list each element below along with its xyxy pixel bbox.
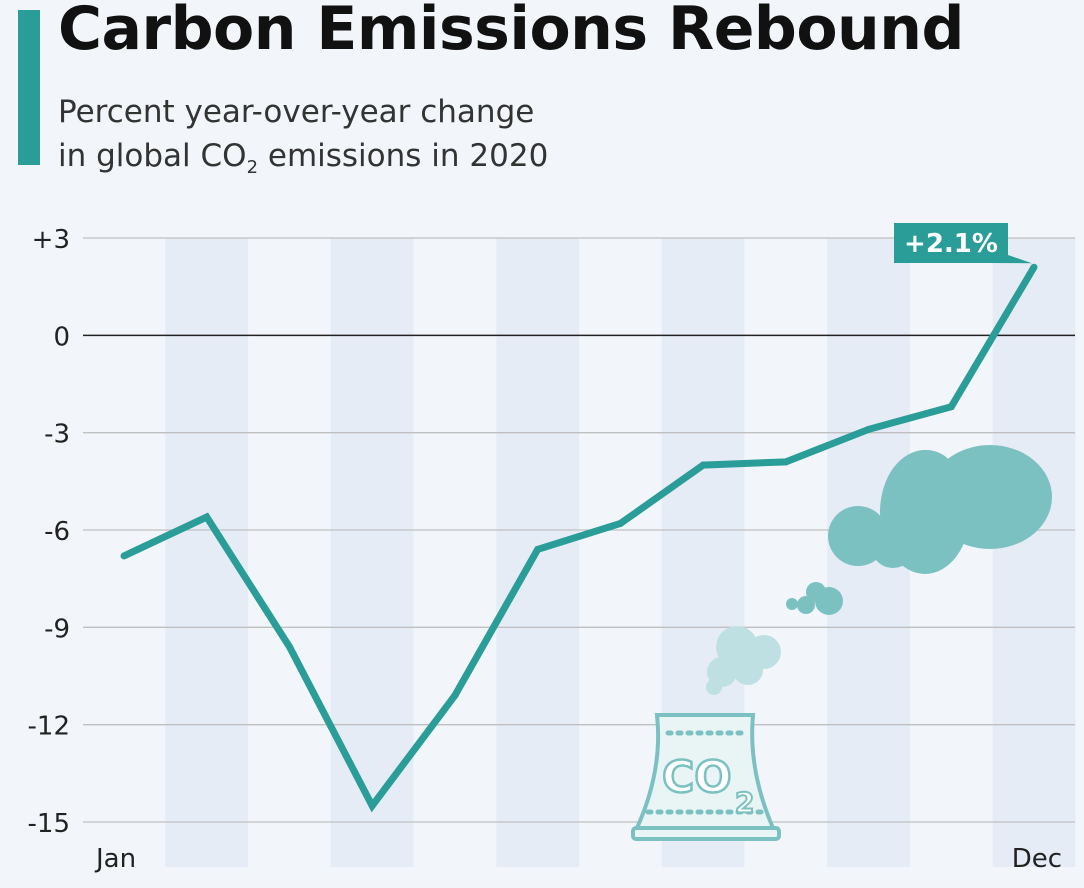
data-point-apr — [368, 802, 376, 810]
data-point-jun — [534, 545, 542, 553]
y-tick-label: -12 — [28, 712, 70, 742]
y-tick-label: -15 — [28, 809, 70, 839]
chimney-co2-subscript: 2 — [735, 786, 754, 819]
smoke-cloud-medium — [786, 582, 843, 615]
data-point-sep — [782, 458, 790, 466]
y-tick-label: -3 — [44, 420, 70, 450]
month-band-dec — [992, 238, 1076, 867]
subtitle-line-1: Percent year-over-year change — [58, 94, 535, 130]
factory-co2-illustration: CO 2 — [631, 445, 1052, 841]
chimney: CO 2 — [631, 713, 781, 841]
chart-subtitle: Percent year-over-year change in global … — [58, 90, 548, 190]
value-annotation: +2.1% — [894, 223, 1032, 264]
y-tick-label: -9 — [44, 614, 70, 644]
subtitle-line-2-suffix: emissions in 2020 — [258, 138, 549, 174]
y-tick-label: +3 — [32, 225, 70, 255]
subtitle-line-2-prefix: in global CO — [58, 138, 247, 174]
y-axis-ticks: +3 0 -3 -6 -9 -12 -15 — [28, 225, 70, 839]
data-point-dec — [1030, 263, 1038, 271]
month-bands — [165, 238, 1076, 867]
data-point-jan — [120, 552, 128, 560]
x-tick-label-first: Jan — [94, 844, 136, 874]
data-point-nov — [947, 403, 955, 411]
y-tick-label: -6 — [44, 517, 70, 547]
annotation-box — [894, 223, 1032, 264]
smoke-cloud-small — [706, 626, 781, 695]
chimney-co2-label: CO — [662, 752, 732, 803]
y-tick-label: 0 — [53, 322, 70, 352]
month-band-apr — [330, 238, 414, 867]
x-tick-label-last: Dec — [1012, 844, 1062, 874]
data-point-aug — [699, 461, 707, 469]
month-band-feb — [165, 238, 249, 867]
x-axis-ticks: Jan Dec — [94, 844, 1062, 874]
series-line-co2-change — [122, 265, 1038, 813]
data-point-jul — [616, 520, 624, 528]
data-point-may — [451, 691, 459, 699]
accent-bar — [18, 10, 40, 165]
data-point-mar — [285, 643, 293, 651]
data-points — [120, 263, 1038, 810]
annotation-label: +2.1% — [904, 229, 998, 259]
data-point-feb — [203, 513, 211, 521]
smoke-cloud-large — [828, 445, 1052, 574]
subtitle-line-2-subscript: 2 — [246, 157, 259, 179]
subtitle-line-2: in global CO2 emissions in 2020 — [58, 134, 548, 190]
gridlines — [83, 237, 1075, 823]
chart-title: Carbon Emissions Rebound — [58, 0, 964, 64]
data-point-oct — [865, 425, 873, 433]
